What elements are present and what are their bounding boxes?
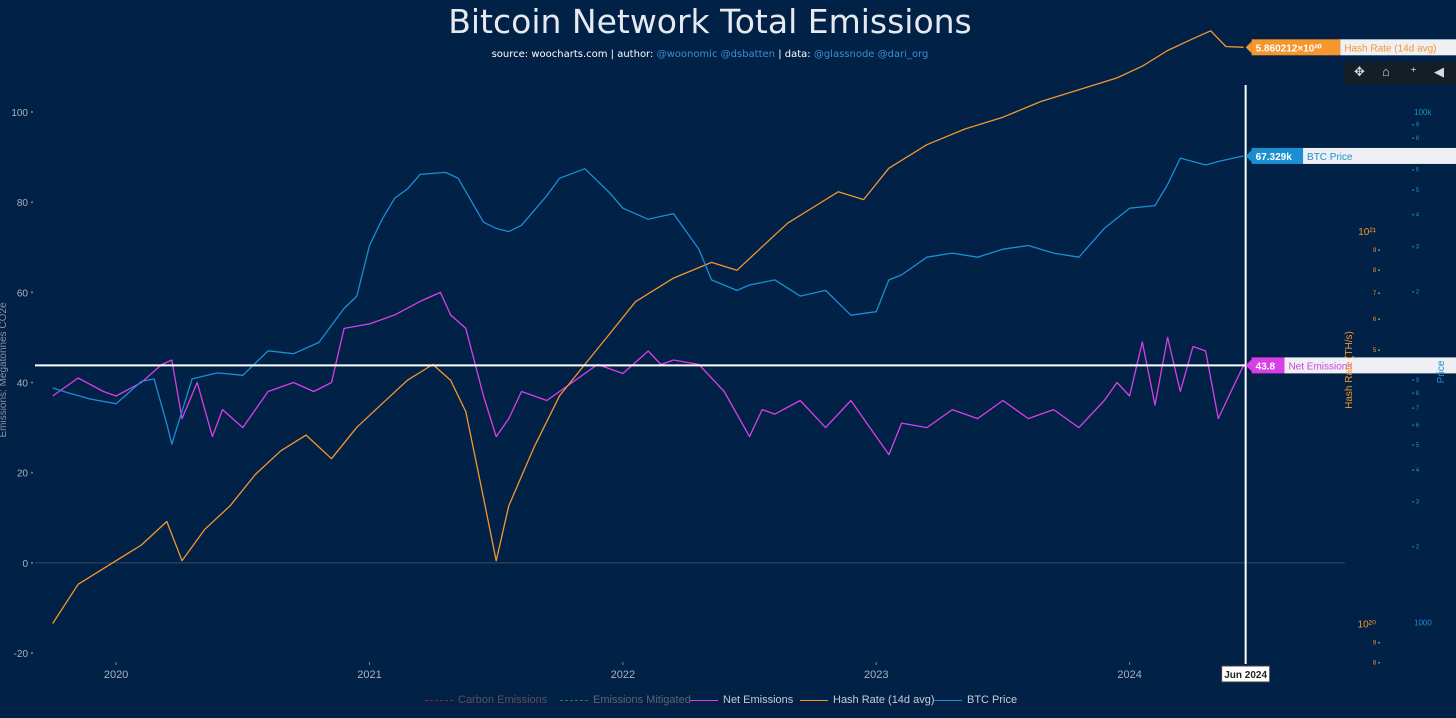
price-minor-tick: ▪ 6: [1412, 168, 1420, 174]
x-tick-label: 2021: [357, 669, 381, 681]
y-tick-mark: [31, 111, 33, 114]
x-tick-label: 2024: [1117, 669, 1141, 681]
subtitle-sep: | data:: [778, 49, 811, 60]
y-tick-label: -20: [14, 649, 29, 660]
spike-icon[interactable]: ⁺: [1410, 64, 1417, 79]
hash-tick-label: 10²¹: [1358, 227, 1376, 238]
x-tick-label: 2023: [864, 669, 888, 681]
legend-item-net-emissions[interactable]: Net Emissions: [690, 694, 793, 706]
hover-icon[interactable]: ◀: [1434, 64, 1444, 79]
hover-pointer: [1245, 41, 1252, 54]
hash-minor-tick: 6 ▪: [1373, 317, 1380, 323]
y-tick-mark: [31, 651, 33, 654]
hover-value-label: 67.329k: [1256, 152, 1293, 163]
y-tick-label: 100: [11, 108, 28, 119]
move-icon[interactable]: ✥: [1354, 64, 1365, 79]
price-minor-tick: ▪ 8: [1412, 391, 1420, 397]
hover-date-box: [1221, 665, 1271, 683]
y-tick-mark: [31, 291, 33, 294]
y-tick-label: 80: [17, 198, 29, 209]
price-minor-tick: ▪ 6: [1412, 423, 1420, 429]
hover-pointer: [1245, 359, 1252, 372]
legend-item-hash-rate[interactable]: Hash Rate (14d avg): [800, 694, 935, 706]
price-minor-tick: ▪ 9: [1412, 123, 1420, 129]
hash-minor-tick: 9 ▪: [1373, 248, 1380, 254]
hover-name-label: BTC Price: [1307, 152, 1353, 163]
legend-item-carbon-emissions[interactable]: Carbon Emissions: [425, 694, 547, 706]
price-minor-tick: ▪ 9: [1412, 378, 1420, 384]
chart-title: Bitcoin Network Total Emissions: [448, 2, 972, 41]
hash-minor-tick: 8 ▪: [1373, 268, 1380, 274]
hash-minor-tick: 9 ▪: [1373, 640, 1380, 646]
legend-item-emissions-mitigated[interactable]: Emissions Mitigated: [560, 694, 691, 706]
price-minor-tick: ▪ 2: [1412, 289, 1420, 295]
y-hash-axis-title: Hash Rate (TH/s): [1344, 331, 1355, 409]
price-minor-tick: ▪ 2: [1412, 545, 1420, 551]
y-tick-label: 60: [17, 288, 29, 299]
series-net-emissions: [52, 291, 1245, 456]
price-minor-tick: ▪ 5: [1412, 443, 1420, 449]
hover-value-label: 43.8: [1256, 361, 1276, 372]
hash-minor-tick: 7 ▪: [1373, 291, 1380, 297]
y-tick-mark: [31, 471, 33, 474]
hash-minor-tick: 5 ▪: [1373, 348, 1380, 354]
hover-name-box: [1284, 357, 1456, 374]
price-minor-tick: ▪ 5: [1412, 188, 1420, 194]
price-tick-label: 100k: [1414, 108, 1432, 117]
y-tick-label: 0: [22, 559, 28, 570]
price-minor-tick: ▪ 3: [1412, 500, 1420, 506]
series-btc-price: [52, 155, 1244, 445]
hash-minor-tick: 8 ▪: [1373, 661, 1380, 667]
hover-name-box: [1340, 39, 1456, 56]
legend-item-btc-price[interactable]: BTC Price: [934, 694, 1017, 706]
price-minor-tick: ▪ 7: [1412, 406, 1420, 412]
y-tick-label: 20: [17, 469, 29, 480]
y-left-axis-title: Emissions: Megatonnes CO2e: [0, 302, 9, 438]
y-tick-label: 40: [17, 379, 29, 390]
subtitle-data-sources[interactable]: @glassnode @dari_org: [813, 49, 929, 60]
hover-date-label: Jun 2024: [1224, 670, 1267, 681]
subtitle-authors[interactable]: @woonomic @dsbatten: [656, 49, 775, 60]
hover-value-label: 5.860212×10²⁰: [1256, 43, 1322, 54]
hover-value-box: [1251, 357, 1285, 374]
hover-name-box: [1303, 147, 1456, 164]
x-tick-label: 2020: [104, 669, 128, 681]
y-tick-mark: [31, 561, 33, 564]
series-hash-rate-14d-avg: [52, 30, 1244, 624]
hash-tick-label: 10²⁰: [1358, 620, 1376, 631]
y-tick-mark: [31, 381, 33, 384]
hover-value-box: [1251, 147, 1304, 164]
chart-subtitle: source: woocharts.com | author: @woonomi…: [0, 49, 1420, 60]
price-minor-tick: ▪ 4: [1412, 213, 1420, 219]
home-icon[interactable]: ⌂: [1382, 64, 1390, 79]
hover-name-label: Hash Rate (14d avg): [1344, 43, 1436, 54]
y-tick-mark: [31, 201, 33, 204]
hover-pointer: [1245, 149, 1252, 162]
x-tick-label: 2022: [611, 669, 635, 681]
hover-value-box: [1251, 39, 1341, 56]
price-minor-tick: ▪ 8: [1412, 136, 1420, 142]
y-price-axis-title: Price: [1436, 360, 1447, 383]
subtitle-prefix: source: woocharts.com | author:: [491, 49, 654, 60]
price-minor-tick: ▪ 3: [1412, 244, 1420, 250]
modebar: ✥ ⌂ ⁺ ◀: [1344, 62, 1456, 84]
price-tick-label: 1000: [1414, 618, 1432, 627]
price-minor-tick: ▪ 4: [1412, 468, 1420, 474]
hover-name-label: Net Emissions: [1288, 361, 1352, 372]
